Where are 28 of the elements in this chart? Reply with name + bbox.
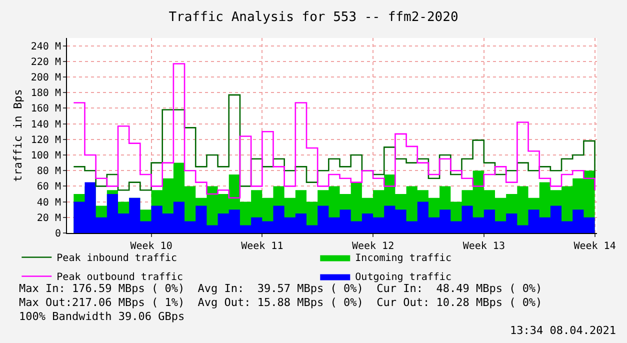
y-tick-label: 0 (54, 228, 61, 240)
y-tick-label: 100 M (30, 150, 61, 162)
y-tick-label: 20 M (36, 212, 61, 224)
y-tick-label: 220 M (30, 56, 61, 68)
x-tick-label: Week 12 (352, 241, 394, 252)
y-tick-label: 160 M (30, 104, 61, 115)
text: 100% Bandwidth 39.06 GBps (19, 310, 185, 323)
y-axis-title: traffic in Bps (12, 89, 25, 182)
legend-label: Outgoing traffic (355, 272, 452, 284)
x-tick-label: Week 13 (462, 241, 505, 252)
chart-title: Traffic Analysis for 553 -- ffm2-2020 (168, 10, 458, 26)
legend-label: Peak outbound traffic (56, 272, 184, 284)
text: 13:34 08.04.2021 (510, 324, 616, 337)
y-tick-label: 40 M (36, 197, 61, 208)
text: Max In: 176.59 MBps ( 0%) Avg In: 39.57 MBps ( 0%) Cur In: 48.49 MBps ( 0%) (19, 282, 542, 295)
x-tick-label: Week 14 (574, 241, 616, 252)
y-tick-label: 200 M (30, 72, 61, 84)
legend-label: Incoming traffic (355, 253, 452, 264)
text: Max Out:217.06 MBps ( 1%) Avg Out: 15.88 MBps ( 0%) Cur Out: 10.28 MBps ( 0%) (19, 296, 542, 309)
legend-label: Peak inbound traffic (56, 253, 178, 264)
y-tick-label: 60 M (36, 182, 61, 193)
y-tick-label: 140 M (30, 119, 61, 130)
x-tick-label: Week 10 (130, 241, 172, 252)
y-tick-label: 120 M (30, 134, 61, 146)
x-tick-label: Week 11 (241, 241, 284, 252)
y-tick-label: 180 M (30, 88, 61, 100)
y-tick-label: 240 M (30, 41, 61, 52)
y-tick-label: 80 M (36, 166, 61, 178)
